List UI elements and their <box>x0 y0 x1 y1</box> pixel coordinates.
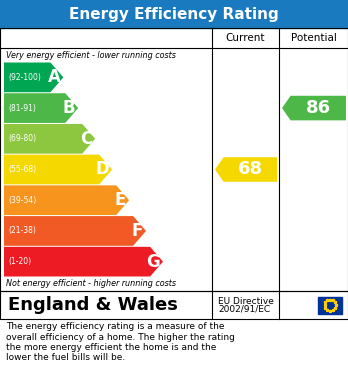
Text: Very energy efficient - lower running costs: Very energy efficient - lower running co… <box>6 50 176 59</box>
Text: The energy efficiency rating is a measure of the: The energy efficiency rating is a measur… <box>6 322 224 331</box>
Text: (81-91): (81-91) <box>8 104 36 113</box>
Bar <box>318 296 342 314</box>
Bar <box>0 0 348 28</box>
Polygon shape <box>282 96 346 120</box>
Text: 2002/91/EC: 2002/91/EC <box>218 305 270 314</box>
Text: C: C <box>80 130 92 148</box>
Text: D: D <box>95 160 109 179</box>
Polygon shape <box>4 93 78 123</box>
Text: lower the fuel bills will be.: lower the fuel bills will be. <box>6 353 125 362</box>
Text: E: E <box>115 191 126 209</box>
Text: Not energy efficient - higher running costs: Not energy efficient - higher running co… <box>6 280 176 289</box>
Polygon shape <box>4 247 163 276</box>
Bar <box>0 28 348 291</box>
Text: F: F <box>132 222 143 240</box>
Text: (55-68): (55-68) <box>8 165 36 174</box>
Polygon shape <box>4 155 112 185</box>
Polygon shape <box>4 185 129 215</box>
Text: EU Directive: EU Directive <box>218 296 274 305</box>
Text: overall efficiency of a home. The higher the rating: overall efficiency of a home. The higher… <box>6 332 235 341</box>
Text: Energy Efficiency Rating: Energy Efficiency Rating <box>69 7 279 22</box>
Text: (92-100): (92-100) <box>8 73 41 82</box>
Polygon shape <box>4 63 63 92</box>
Text: 68: 68 <box>238 160 263 179</box>
Text: the more energy efficient the home is and the: the more energy efficient the home is an… <box>6 343 216 352</box>
Polygon shape <box>4 124 95 154</box>
Text: (69-80): (69-80) <box>8 134 36 143</box>
Text: 86: 86 <box>306 99 331 117</box>
Text: A: A <box>47 68 60 86</box>
Text: (1-20): (1-20) <box>8 257 31 266</box>
Text: (39-54): (39-54) <box>8 196 36 205</box>
Text: G: G <box>146 253 160 271</box>
Text: Potential: Potential <box>291 33 337 43</box>
Text: (21-38): (21-38) <box>8 226 36 235</box>
Text: England & Wales: England & Wales <box>8 296 178 314</box>
Text: Current: Current <box>226 33 265 43</box>
Polygon shape <box>215 157 277 182</box>
Text: B: B <box>63 99 75 117</box>
Polygon shape <box>4 216 146 246</box>
Bar <box>0 291 348 319</box>
